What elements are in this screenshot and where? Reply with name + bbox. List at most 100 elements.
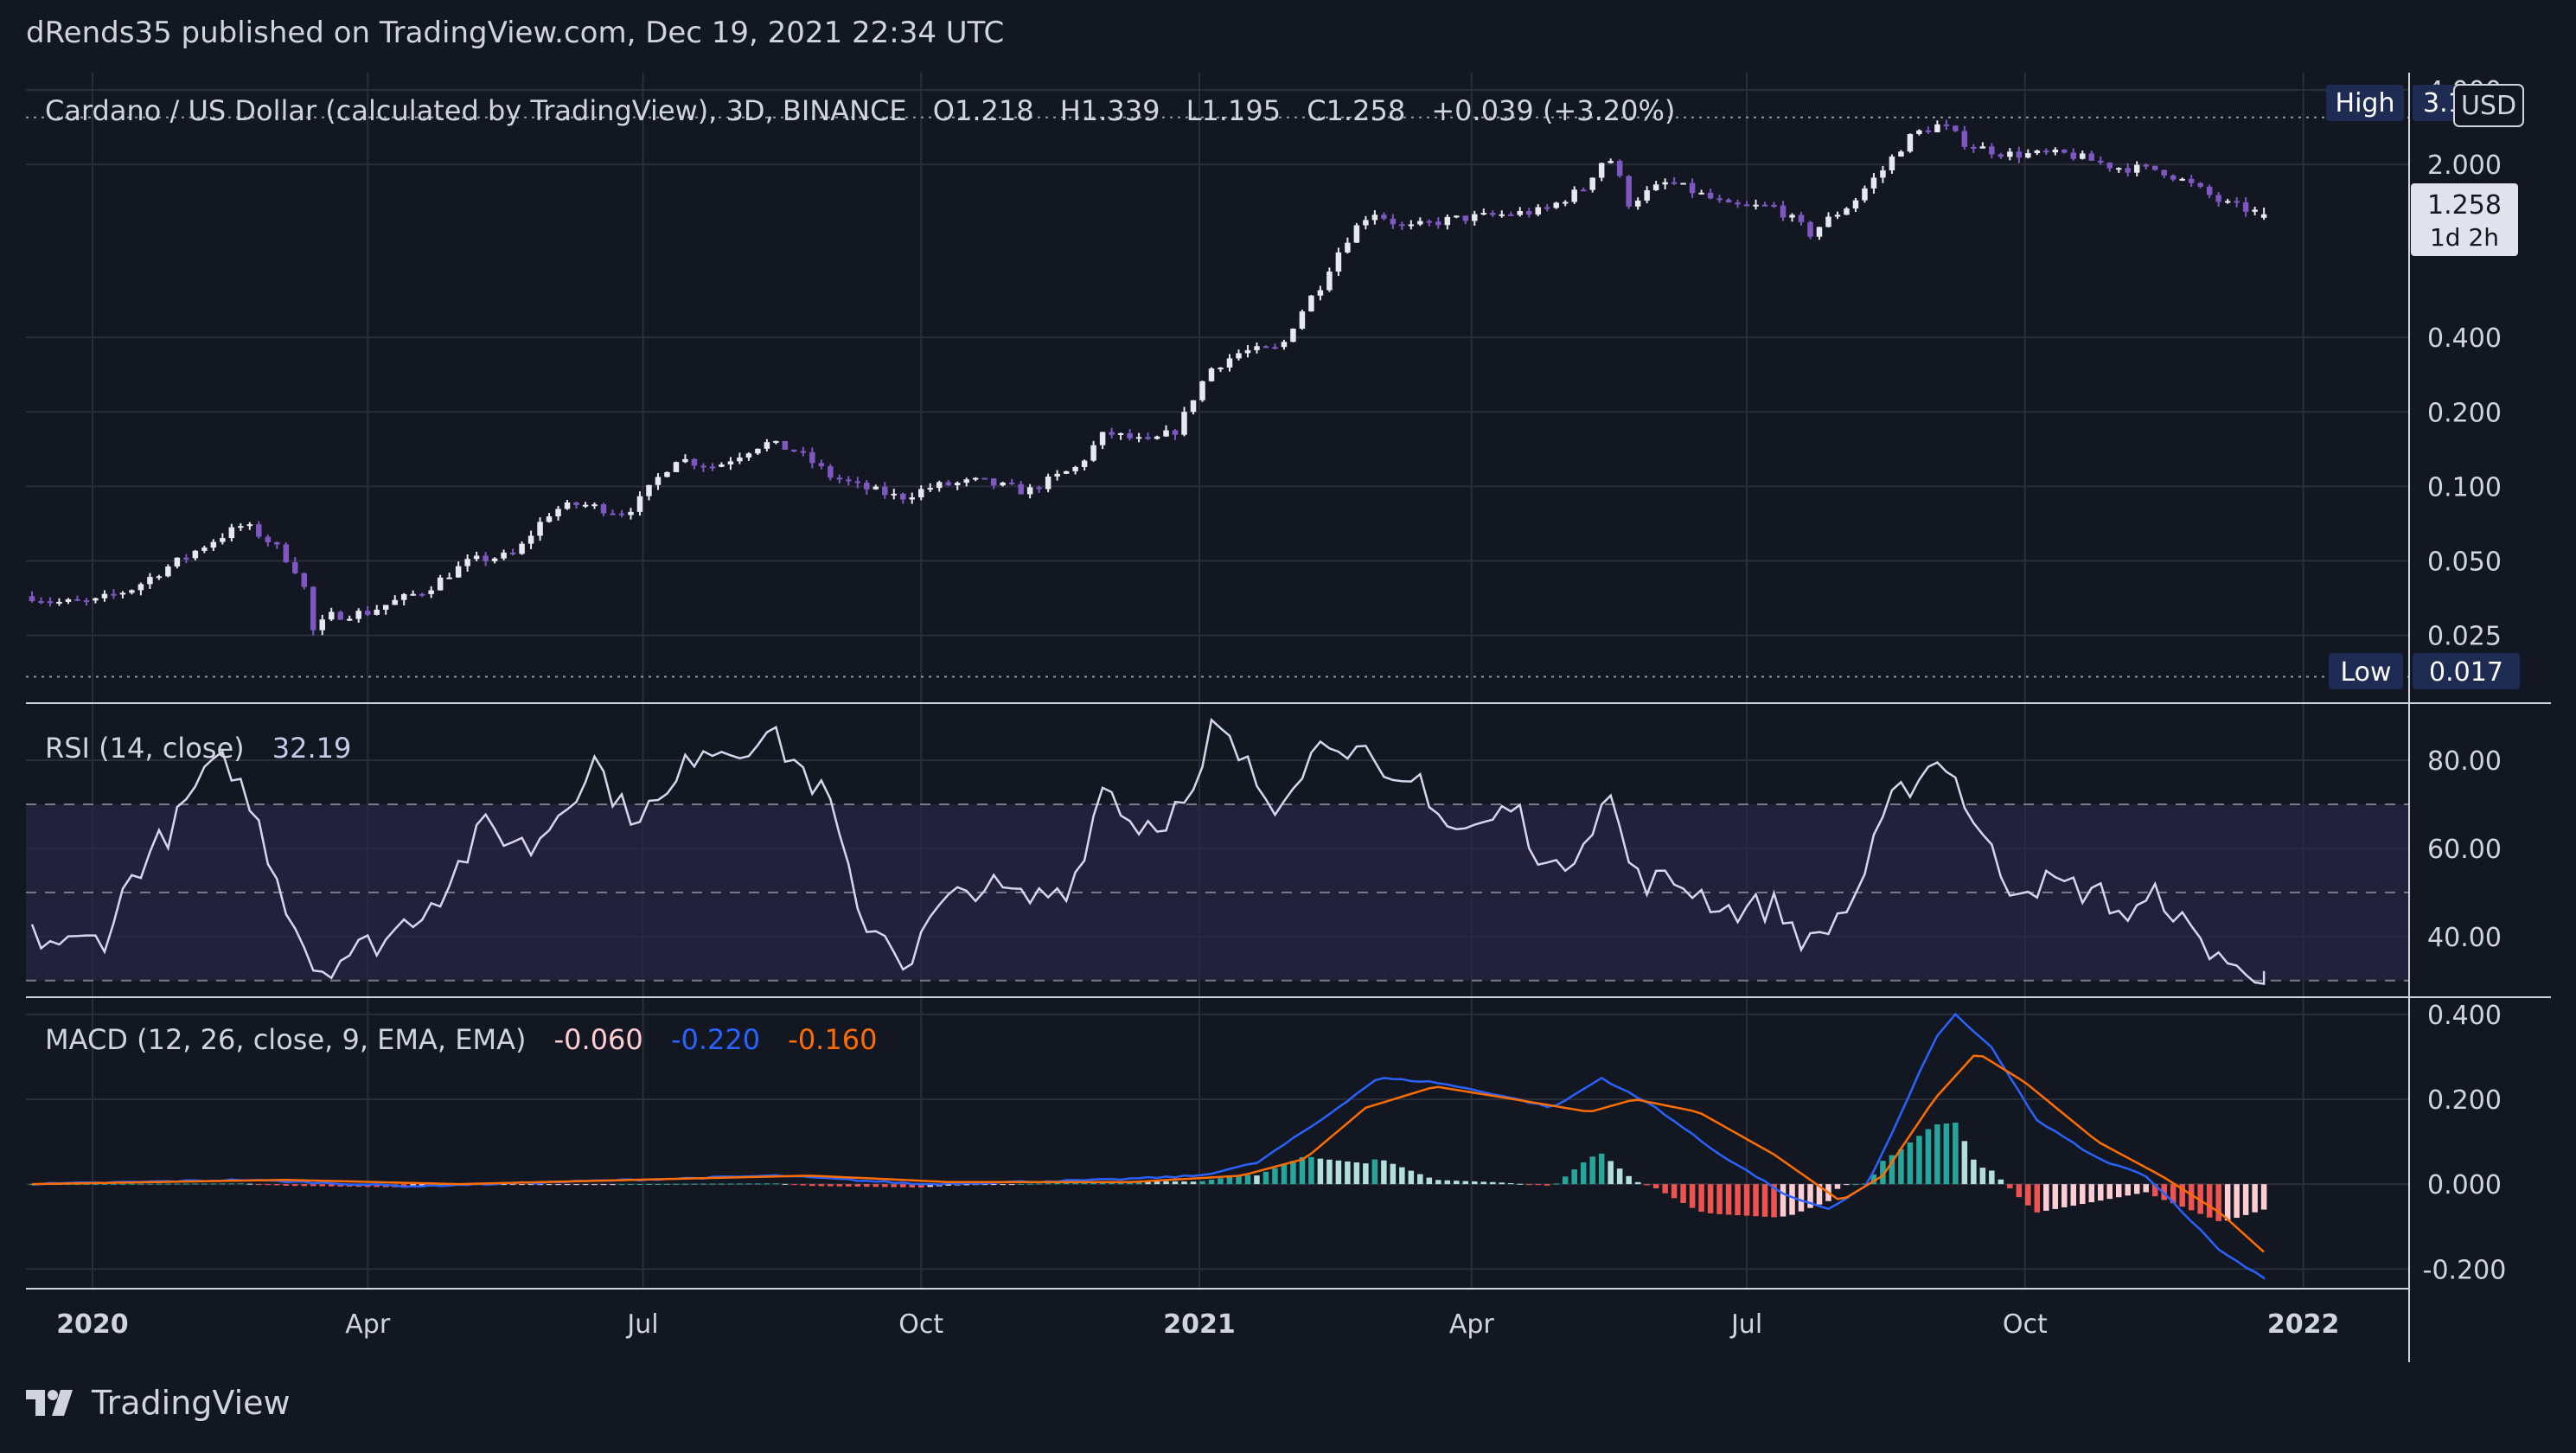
low-value-box <box>2413 653 2520 689</box>
macd-histogram-bar <box>582 1184 589 1186</box>
pane-dividers <box>26 73 2551 1362</box>
candle-body <box>1725 199 1732 203</box>
time-axis[interactable]: 2020 Apr Jul Oct 2021 Apr Jul Oct 2022 <box>56 1309 2339 1340</box>
macd-histogram-bar <box>83 1183 90 1185</box>
macd-histogram-bar <box>682 1183 688 1185</box>
candle-body <box>854 481 861 483</box>
macd-histogram-bar <box>1353 1162 1360 1185</box>
chart-canvas[interactable]: Cardano / US Dollar (calculated by Tradi… <box>0 0 2576 1384</box>
candle-body <box>1644 189 1650 201</box>
macd-histogram-bar <box>1616 1168 1623 1185</box>
macd-histogram-bar <box>246 1183 253 1185</box>
candle-body <box>2151 165 2158 170</box>
macd-histogram-bar <box>2061 1184 2068 1207</box>
footer-branding[interactable]: TradingView <box>26 1384 291 1422</box>
ohlc-low: L1.195 <box>1186 94 1281 127</box>
candle-body <box>1199 381 1205 400</box>
candle-body <box>1979 146 1986 149</box>
macd-histogram-bar <box>600 1184 607 1186</box>
macd-histogram-bar <box>1390 1163 1397 1185</box>
macd-histogram-bar <box>1254 1175 1260 1185</box>
macd-histogram-bar <box>1971 1159 1977 1185</box>
candle-body <box>773 440 779 443</box>
candle-body <box>682 458 688 463</box>
macd-histogram-bar <box>618 1184 625 1186</box>
price-axis-label: 0.100 <box>2427 472 2502 502</box>
macd-legend: MACD (12, 26, close, 9, EMA, EMA) -0.060… <box>45 1023 877 1056</box>
candle-body <box>364 611 371 615</box>
macd-histogram-bar <box>591 1184 598 1186</box>
candle-body <box>501 552 507 559</box>
macd-histogram-bar <box>1517 1183 1523 1185</box>
candle-body <box>1889 156 1895 170</box>
candle-body <box>1381 214 1387 219</box>
candle-body <box>1326 271 1333 291</box>
candle-body <box>1634 200 1641 207</box>
macd-histogram-bar <box>1281 1164 1288 1185</box>
candle-body <box>1716 198 1723 201</box>
macd-histogram-bar <box>1145 1181 1151 1185</box>
macd-histogram-bar <box>1008 1184 1015 1186</box>
macd-histogram-bar <box>800 1184 807 1186</box>
candle-body <box>673 462 680 472</box>
candle-body <box>1998 154 2004 157</box>
macd-histogram-bar <box>201 1183 208 1185</box>
macd-histogram-bar <box>1081 1182 1088 1185</box>
macd-histogram-bar <box>228 1183 235 1185</box>
candle-body <box>719 464 725 467</box>
candle-body <box>954 483 961 486</box>
candle-body <box>1544 207 1550 209</box>
macd-histogram-bar <box>1852 1184 1859 1186</box>
candle-body <box>1036 487 1042 490</box>
macd-histogram-bar <box>1090 1181 1096 1185</box>
macd-histogram-bar <box>900 1184 906 1187</box>
macd-histogram-bar <box>292 1184 298 1187</box>
macd-histogram-bar <box>519 1184 525 1186</box>
macd-histogram-bar <box>1018 1183 1024 1185</box>
last-price-value: 1.258 <box>2427 190 2502 221</box>
macd-histogram-bar <box>1244 1175 1251 1185</box>
candle-body <box>428 590 434 594</box>
candle-body <box>1971 146 1977 149</box>
macd-histogram-bar <box>546 1184 553 1186</box>
time-axis-label: 2021 <box>1163 1309 1236 1340</box>
macd-histogram-bar <box>764 1183 770 1185</box>
macd-histogram-bar <box>745 1183 752 1185</box>
macd-histogram-bar <box>1399 1167 1405 1185</box>
candle-body <box>1608 161 1614 163</box>
candle-body <box>1063 470 1070 474</box>
candle-body <box>265 536 272 542</box>
candle-body <box>990 478 997 486</box>
macd-histogram-bar <box>101 1183 108 1185</box>
candle-body <box>174 557 181 566</box>
macd-histogram-bar <box>909 1184 916 1187</box>
candle-body <box>600 504 607 514</box>
macd-histogram-bar <box>2179 1184 2185 1207</box>
candle-body <box>1408 224 1415 227</box>
candle-body <box>301 573 308 587</box>
candle-body <box>374 609 380 615</box>
candle-body <box>2188 178 2195 183</box>
candle-body <box>527 535 534 544</box>
currency-badge[interactable]: USD <box>2453 84 2524 127</box>
macd-histogram-bar <box>2125 1184 2131 1196</box>
candle-body <box>800 451 807 453</box>
candle-body <box>310 586 316 630</box>
ohlc-open: O1.218 <box>933 94 1034 127</box>
candle-body <box>1961 131 1968 147</box>
candle-body <box>1281 342 1288 348</box>
time-axis-label: Apr <box>1449 1309 1495 1340</box>
candle-body <box>1916 130 1922 135</box>
macd-histogram-bar <box>1780 1184 1787 1217</box>
candle-body <box>1490 213 1496 215</box>
candle-body <box>1480 213 1487 215</box>
macd-histogram-bar <box>1363 1163 1369 1185</box>
macd-histogram-bar <box>2133 1184 2140 1194</box>
candle-body <box>1807 221 1813 237</box>
macd-histogram-bar <box>791 1184 797 1186</box>
candle-body <box>945 482 951 486</box>
currency-badge-box[interactable] <box>2453 84 2524 127</box>
candle-body <box>1218 368 1224 370</box>
macd-histogram-bar <box>1725 1184 1732 1215</box>
candle-body <box>1553 202 1559 208</box>
